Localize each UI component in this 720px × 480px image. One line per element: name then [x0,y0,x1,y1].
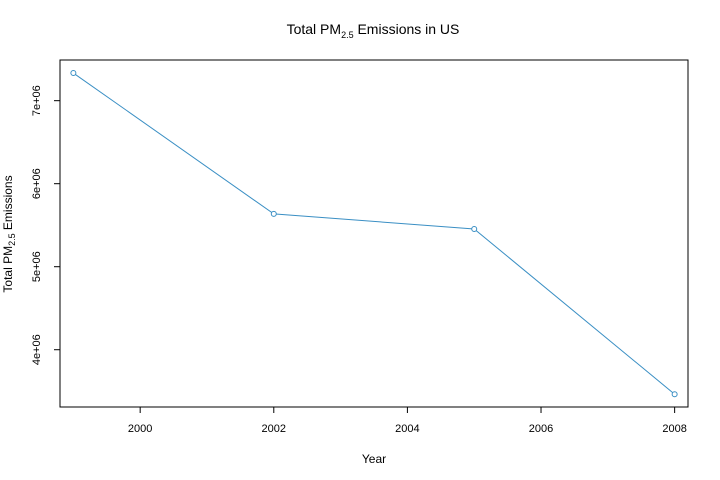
chart-title: Total PM2.5 Emissions in US [287,21,460,40]
data-point [70,70,77,77]
x-tick-label: 2006 [529,423,553,435]
y-tick-label: 4e+06 [31,334,43,365]
series-group [70,70,678,398]
data-point [671,391,678,398]
series-line [73,72,675,395]
plot-frame [59,59,689,408]
x-axis-label: Year [362,452,386,466]
x-tick-label: 2008 [662,423,686,435]
chart-title-subscript: 2.5 [341,30,354,40]
x-axis: 2000 2002 2004 2006 2008 [128,407,687,435]
y-tick-label: 7e+06 [31,85,43,116]
y-tick-label: 5e+06 [31,251,43,282]
data-point [270,210,277,217]
y-axis-label-suffix: Emissions [1,175,15,233]
x-tick-label: 2004 [395,423,419,435]
y-axis-label: Total PM2.5 Emissions [1,175,17,292]
x-tick-label: 2002 [262,423,286,435]
y-axis-label-prefix: Total PM [1,246,15,293]
chart-title-prefix: Total PM [287,21,341,37]
y-axis-label-subscript: 2.5 [7,233,17,246]
data-point [471,225,478,232]
y-tick-label: 6e+06 [31,168,43,199]
y-axis: 4e+06 5e+06 6e+06 7e+06 [31,85,60,365]
chart-title-suffix: Emissions in US [354,21,460,37]
x-tick-label: 2000 [128,423,152,435]
